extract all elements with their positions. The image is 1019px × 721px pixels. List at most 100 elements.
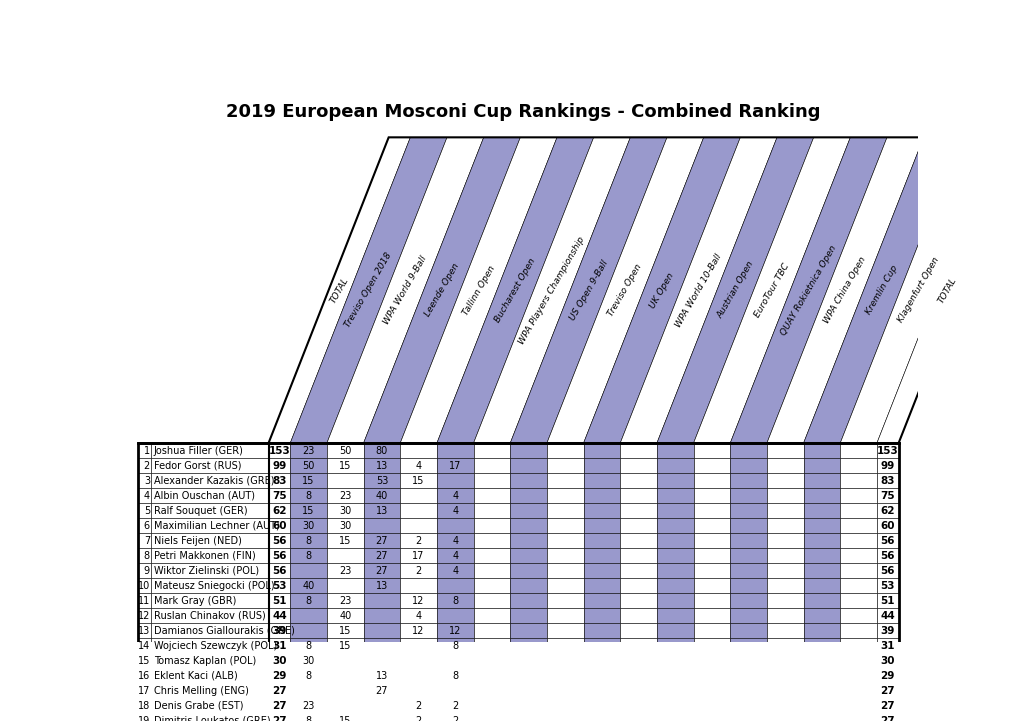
Bar — [363, 609, 399, 623]
Bar — [473, 578, 510, 593]
Bar — [583, 698, 620, 713]
Bar — [436, 488, 473, 503]
Bar — [766, 533, 803, 548]
Bar — [656, 563, 693, 578]
Bar — [876, 548, 898, 563]
Bar — [268, 443, 290, 458]
Bar — [363, 563, 399, 578]
Text: Alexander Kazakis (GRE): Alexander Kazakis (GRE) — [154, 476, 274, 485]
Bar — [693, 698, 730, 713]
Bar — [327, 488, 363, 503]
Bar — [268, 503, 290, 518]
Text: Leende Open: Leende Open — [423, 262, 461, 319]
Text: 4: 4 — [451, 566, 458, 575]
Bar — [151, 593, 268, 609]
Bar — [327, 563, 363, 578]
Bar — [656, 638, 693, 653]
Bar — [363, 638, 399, 653]
Text: 29: 29 — [879, 671, 894, 681]
Bar — [510, 563, 546, 578]
Text: 50: 50 — [338, 446, 352, 456]
Bar — [730, 503, 766, 518]
Bar — [766, 623, 803, 638]
Bar — [620, 458, 656, 473]
Bar — [510, 533, 546, 548]
Bar — [151, 684, 268, 698]
Text: Treviso Open 2018: Treviso Open 2018 — [343, 251, 393, 329]
Bar — [583, 684, 620, 698]
Bar — [766, 563, 803, 578]
Text: Ruslan Chinakov (RUS): Ruslan Chinakov (RUS) — [154, 611, 265, 621]
Bar — [510, 473, 546, 488]
Bar — [876, 698, 898, 713]
Text: 2: 2 — [451, 701, 458, 711]
Bar — [656, 609, 693, 623]
Text: 18: 18 — [138, 701, 150, 711]
Bar — [510, 653, 546, 668]
Text: 17: 17 — [448, 461, 461, 471]
Bar — [399, 713, 436, 721]
Bar — [693, 638, 730, 653]
Bar — [268, 713, 290, 721]
Bar — [138, 593, 151, 609]
Bar — [730, 563, 766, 578]
Bar — [327, 533, 363, 548]
Bar — [510, 698, 546, 713]
Bar — [268, 488, 290, 503]
Bar — [583, 488, 620, 503]
Text: 27: 27 — [375, 536, 388, 546]
Bar — [876, 684, 898, 698]
Text: 83: 83 — [879, 476, 894, 485]
Bar — [546, 653, 583, 668]
Bar — [766, 458, 803, 473]
Bar — [620, 563, 656, 578]
Bar — [436, 653, 473, 668]
Text: Mateusz Sniegocki (POL): Mateusz Sniegocki (POL) — [154, 580, 274, 590]
Bar — [327, 473, 363, 488]
Text: 30: 30 — [272, 655, 286, 665]
Bar — [730, 533, 766, 548]
Text: 23: 23 — [302, 701, 315, 711]
Bar — [730, 473, 766, 488]
Text: Damianos Giallourakis (GRE): Damianos Giallourakis (GRE) — [154, 626, 294, 636]
Bar — [363, 533, 399, 548]
Text: 15: 15 — [138, 655, 150, 665]
Text: 13: 13 — [375, 461, 387, 471]
Bar — [399, 684, 436, 698]
Bar — [803, 638, 840, 653]
Text: US Open 9-Ball: US Open 9-Ball — [568, 259, 609, 322]
Bar — [151, 653, 268, 668]
Bar — [693, 518, 730, 533]
Bar — [436, 458, 473, 473]
Bar — [876, 488, 898, 503]
Bar — [803, 653, 840, 668]
Bar — [583, 563, 620, 578]
Bar — [290, 473, 327, 488]
Text: WPA World 10-Ball: WPA World 10-Ball — [674, 252, 722, 329]
Bar — [327, 503, 363, 518]
Bar — [620, 473, 656, 488]
Bar — [656, 458, 693, 473]
Bar — [268, 563, 290, 578]
Bar — [876, 653, 898, 668]
Bar — [290, 609, 327, 623]
Bar — [268, 458, 290, 473]
Bar — [290, 563, 327, 578]
Bar — [840, 593, 876, 609]
Text: 8: 8 — [451, 641, 458, 651]
Bar — [766, 713, 803, 721]
Bar — [473, 593, 510, 609]
Text: 56: 56 — [272, 566, 286, 575]
Bar — [436, 503, 473, 518]
Text: 15: 15 — [412, 476, 424, 485]
Text: 1: 1 — [144, 446, 150, 456]
Bar — [138, 713, 151, 721]
Bar — [693, 563, 730, 578]
Text: Petri Makkonen (FIN): Petri Makkonen (FIN) — [154, 551, 256, 561]
Bar — [510, 488, 546, 503]
Bar — [436, 473, 473, 488]
Text: Dimitris Loukatos (GRE): Dimitris Loukatos (GRE) — [154, 716, 270, 721]
Polygon shape — [436, 137, 593, 443]
Text: Eklent Kaci (ALB): Eklent Kaci (ALB) — [154, 671, 237, 681]
Bar — [399, 623, 436, 638]
